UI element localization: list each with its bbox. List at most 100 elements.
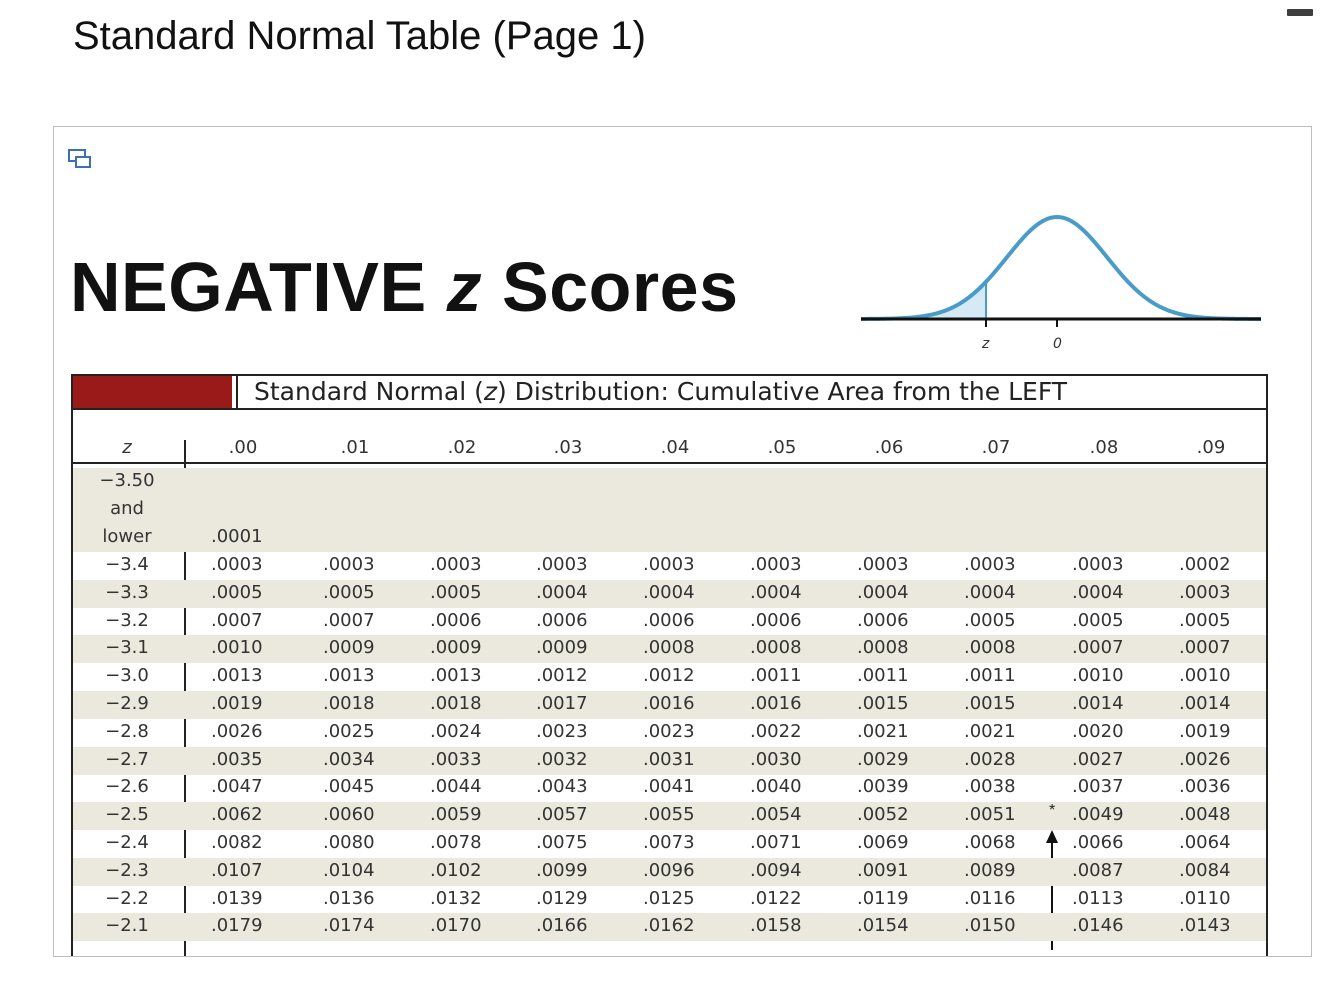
table-cell: .0008 [643, 637, 695, 659]
table-image-frame: NEGATIVE z Scores z 0 Standard Normal (z… [53, 126, 1312, 957]
annotation-star: * [1049, 802, 1056, 820]
table-cell: .0016 [643, 693, 695, 714]
table-cell: .0047 [211, 776, 263, 798]
table-cell: .0003 [857, 554, 909, 575]
table-cell: .0016 [750, 693, 802, 714]
table-cell: .0008 [857, 637, 909, 659]
table-cell: .0116 [964, 887, 1016, 909]
table-cell: .0005 [964, 609, 1016, 631]
table-cell: .0004 [750, 581, 802, 603]
table-cell: .0011 [857, 665, 909, 687]
table-cell: .0003 [964, 554, 1016, 575]
table-cell: .0084 [1179, 859, 1231, 881]
table-cell: .0078 [430, 832, 482, 853]
table-cell: .0003 [643, 554, 695, 575]
table-cell: .0010 [1179, 665, 1231, 687]
table-cell: .0008 [750, 637, 802, 659]
table-cell: .0019 [1179, 720, 1231, 742]
table-cell: .0107 [211, 859, 263, 881]
table-cell: .0021 [964, 720, 1016, 742]
table-cell: .0009 [536, 637, 588, 659]
row-z-value: −3.3 [105, 581, 149, 603]
figure-title-z: z [446, 248, 483, 326]
table-cell: .0019 [211, 693, 263, 714]
table-cell: .0003 [1179, 581, 1231, 603]
bell-curve [861, 214, 1262, 321]
column-header: .06 [874, 437, 904, 458]
table-cell: .0049 [1072, 804, 1124, 826]
table-cell: .0031 [643, 748, 695, 770]
table-cell: .0003 [1072, 554, 1124, 575]
table-cell: .0104 [323, 859, 375, 881]
column-header: .04 [660, 437, 690, 458]
table-cell: .0028 [964, 748, 1016, 770]
window-icon[interactable] [68, 149, 92, 169]
table-cell: .0006 [536, 609, 588, 631]
table-cell: .0008 [964, 637, 1016, 659]
row-z-value: −2.8 [105, 720, 149, 742]
table-body: −3.50 and lower .0001 −3.4 .0003 .0003 .000… [73, 464, 1266, 956]
row-z-value: −2.2 [105, 887, 149, 909]
table-cell: .0022 [750, 720, 802, 742]
figure-title: NEGATIVE z Scores [70, 247, 739, 327]
table-cell: .0003 [430, 554, 482, 575]
table-cell: .0005 [1179, 609, 1231, 631]
table-cell: .0150 [964, 915, 1016, 937]
table-cell: .0073 [643, 832, 695, 853]
table-caption: Standard Normal (z) Distribution: Cumula… [236, 376, 1266, 408]
table-cell: .0011 [964, 665, 1016, 687]
table-cell: .0113 [1072, 887, 1124, 909]
table-cell: .0032 [536, 748, 588, 770]
row-z-value: −3.1 [105, 637, 149, 659]
z-table: z .00 .01 .02 .03 .04 .05 .06 .07 .08 .09 −3.50 a… [71, 408, 1268, 956]
table-cell: .0096 [643, 859, 695, 881]
table-cell: .0040 [750, 776, 802, 798]
table-cell: .0034 [323, 748, 375, 770]
table-caption-z: z [483, 377, 497, 406]
table-cell: .0094 [750, 859, 802, 881]
column-header: .02 [447, 437, 477, 458]
table-cell: .0059 [430, 804, 482, 826]
table-cell: .0013 [323, 665, 375, 687]
table-cell: .0136 [323, 887, 375, 909]
table-cell: .0162 [643, 915, 695, 937]
minimize-icon[interactable] [1287, 9, 1313, 16]
row-z-value: −2.4 [105, 832, 149, 853]
table-cell: .0060 [323, 804, 375, 826]
table-cell: .0041 [643, 776, 695, 798]
table-cell: .0030 [750, 748, 802, 770]
figure-title-suffix: Scores [482, 248, 739, 326]
table-cell: .0009 [430, 637, 482, 659]
table-cell: .0075 [536, 832, 588, 853]
table-cell: .0005 [1072, 609, 1124, 631]
table-cell: .0143 [1179, 915, 1231, 937]
column-header: .08 [1089, 437, 1119, 458]
table-cell: .0099 [536, 859, 588, 881]
table-cell: .0026 [1179, 748, 1231, 770]
row-z-value: −3.2 [105, 609, 149, 631]
table-cell: .0102 [430, 859, 482, 881]
table-cell: .0082 [211, 832, 263, 853]
row-z-value: −2.7 [105, 748, 149, 770]
table-cell: .0048 [1179, 804, 1231, 826]
table-cell: .0154 [857, 915, 909, 937]
table-cell: .0005 [323, 581, 375, 603]
table-cell: .0007 [211, 609, 263, 631]
table-row [73, 635, 1266, 664]
table-cell: .0006 [750, 609, 802, 631]
table-row [73, 691, 1266, 719]
table-cell: .0015 [964, 693, 1016, 714]
banner-color-block [73, 376, 232, 408]
table-cell: .0027 [1072, 748, 1124, 770]
table-cell: .0011 [750, 665, 802, 687]
table-cell: .0026 [211, 720, 263, 742]
table-cell: .0062 [211, 804, 263, 826]
table-cell: .0005 [211, 581, 263, 603]
table-caption-prefix: Standard Normal ( [254, 377, 484, 406]
table-cell: .0003 [750, 554, 802, 575]
table-cell: .0004 [536, 581, 588, 603]
table-cell: .0179 [211, 915, 263, 937]
table-cell: .0054 [750, 804, 802, 826]
table-cell: .0015 [857, 693, 909, 714]
table-cell: .0012 [536, 665, 588, 687]
